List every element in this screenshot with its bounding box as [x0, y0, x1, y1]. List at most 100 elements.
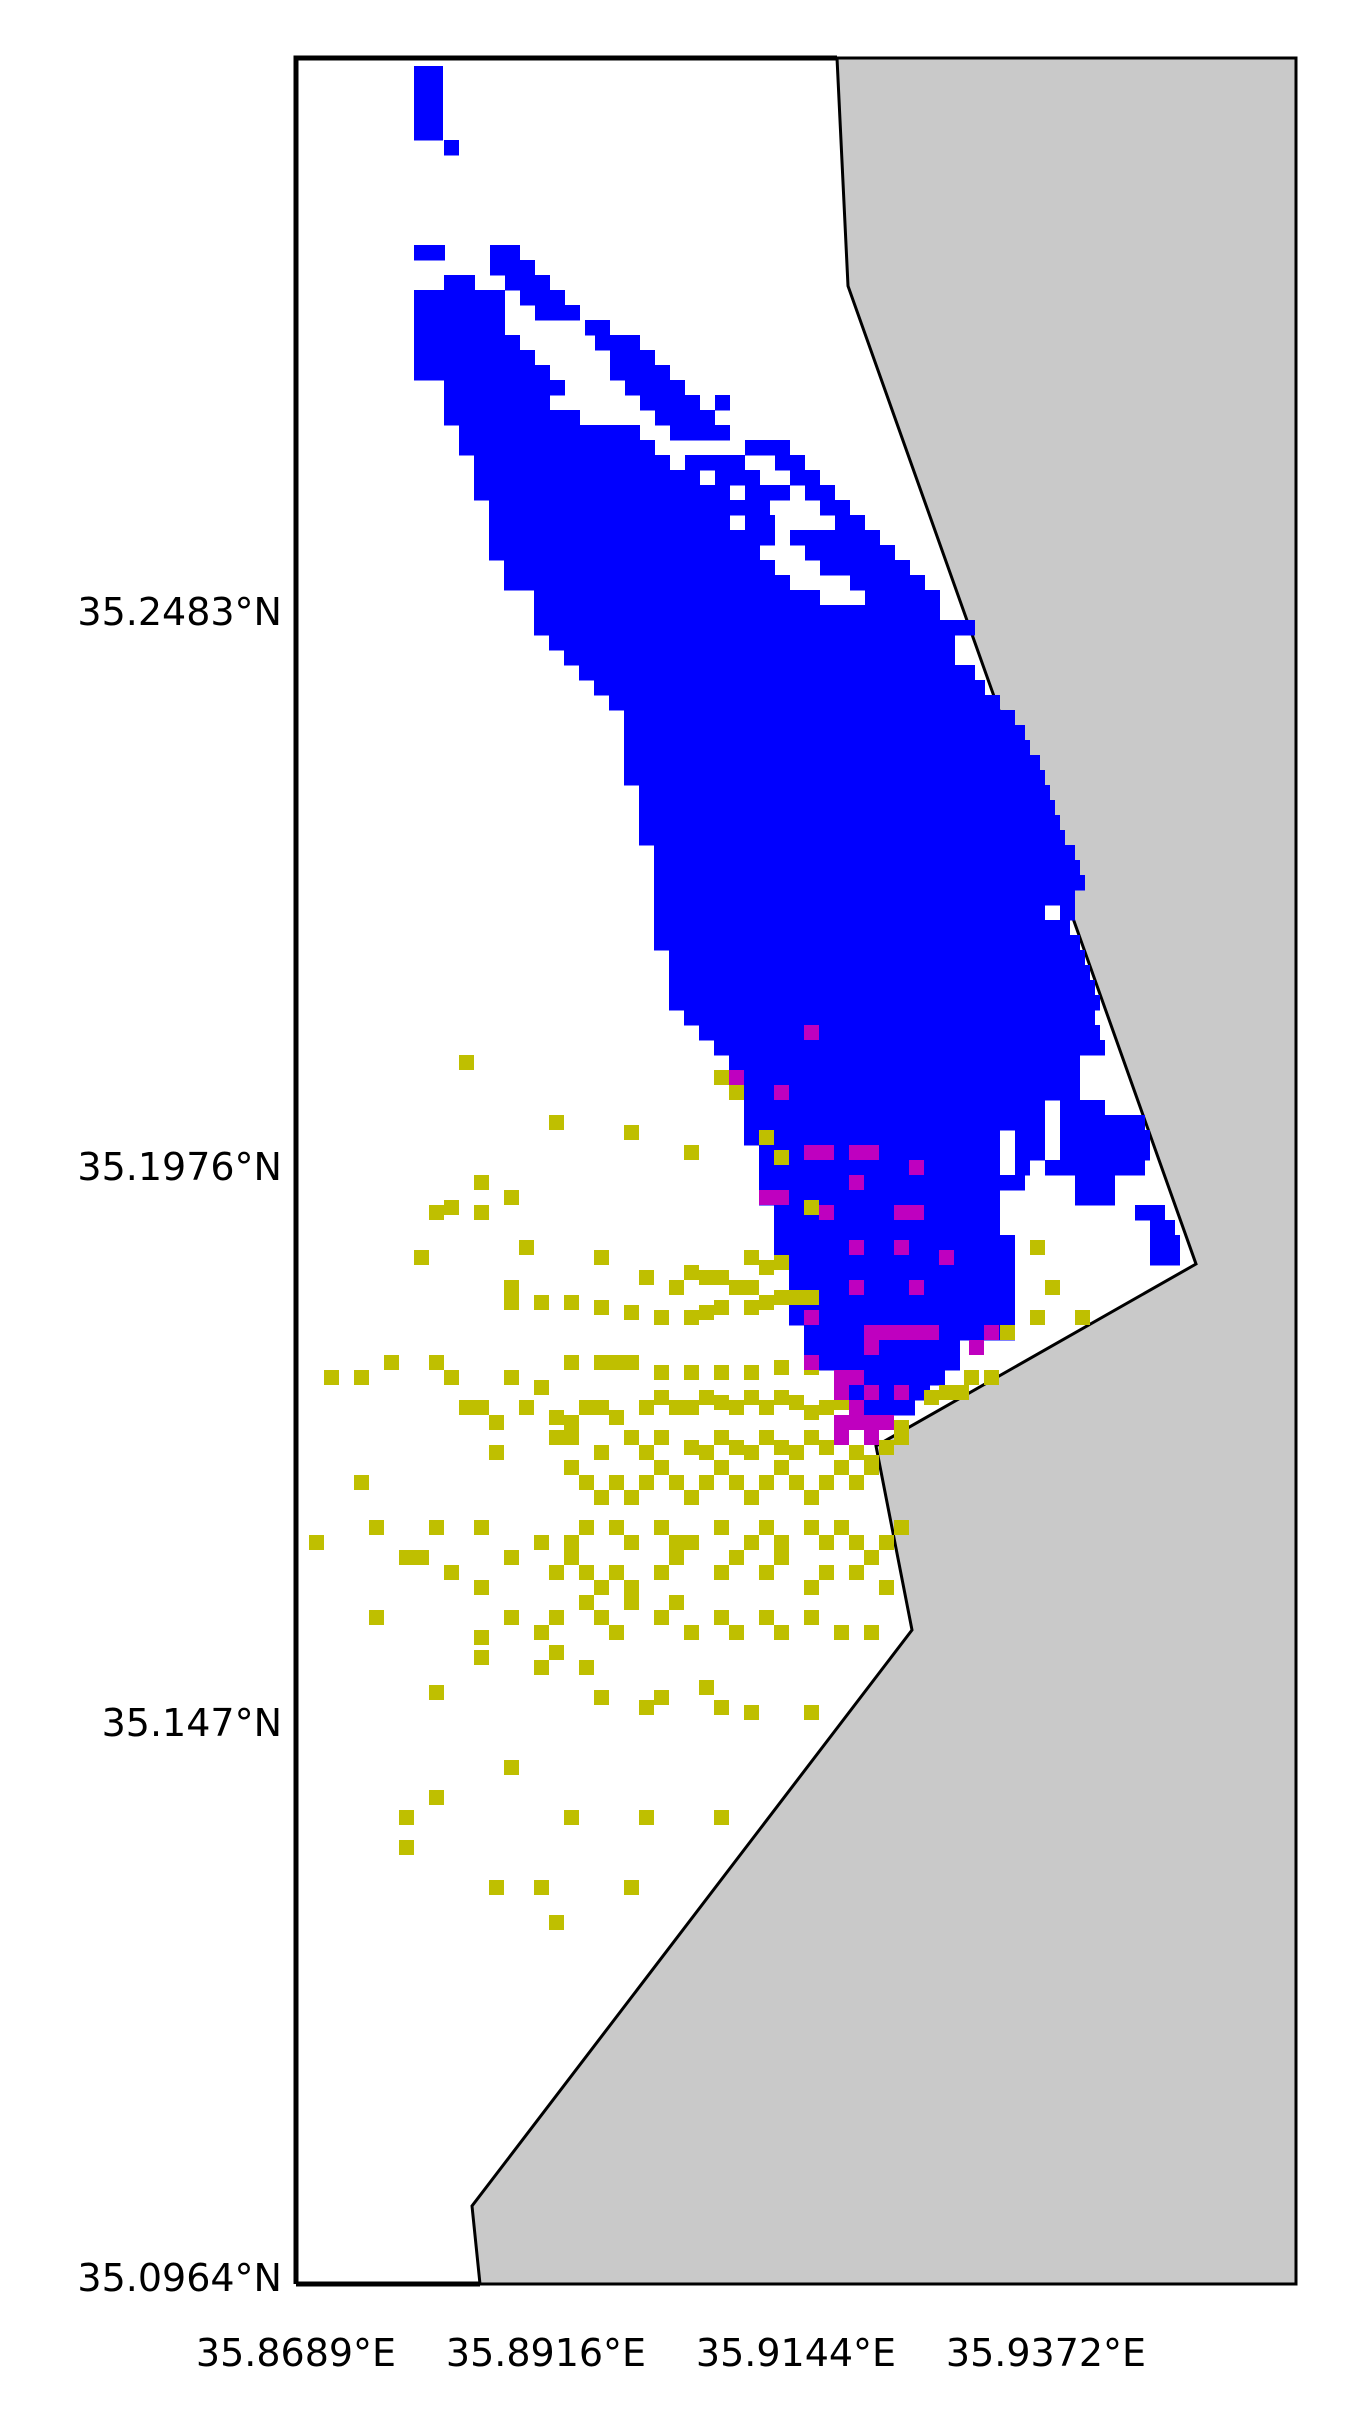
blue-cell-row — [414, 320, 505, 336]
blue-cell-row — [444, 380, 565, 396]
yellow-cell — [804, 1405, 820, 1421]
blue-cell-row — [655, 410, 715, 426]
yellow-cell — [609, 1625, 625, 1641]
yellow-cell — [669, 1550, 685, 1566]
blue-cell-row — [534, 620, 975, 636]
magenta-cell — [804, 1025, 820, 1041]
magenta-cell — [729, 1070, 745, 1086]
yellow-cell — [594, 1250, 610, 1266]
yellow-cell — [594, 1355, 610, 1371]
yellow-cell — [849, 1475, 865, 1491]
blue-cell-row — [414, 95, 443, 111]
yellow-cell — [729, 1280, 745, 1296]
yellow-cell — [774, 1625, 790, 1641]
blue-cell-row — [729, 1055, 1045, 1071]
blue-cell-row — [1045, 1040, 1105, 1056]
yellow-cell — [474, 1630, 490, 1646]
blue-cell-row — [745, 515, 775, 531]
yellow-cell — [834, 1460, 850, 1476]
magenta-cell — [804, 1355, 820, 1371]
yellow-cell — [504, 1370, 520, 1386]
blue-cell-row — [595, 335, 640, 351]
yellow-cell — [879, 1440, 895, 1456]
blue-cell-row — [654, 860, 1080, 876]
yellow-cell — [399, 1840, 415, 1856]
yellow-cell — [639, 1400, 655, 1416]
yellow-cell — [894, 1430, 910, 1446]
yellow-cell — [504, 1550, 520, 1566]
blue-cell-row — [444, 410, 580, 426]
yellow-cell — [369, 1520, 385, 1536]
yellow-cell — [669, 1595, 685, 1611]
yellow-cell — [819, 1475, 835, 1491]
magenta-cell — [909, 1160, 925, 1176]
yellow-cell — [714, 1460, 730, 1476]
blue-cell-row — [489, 530, 775, 546]
blue-cell-row — [624, 770, 1045, 786]
blue-cell-row — [744, 1085, 1045, 1101]
blue-cell-row — [489, 515, 730, 531]
blue-cell-row — [789, 1265, 1015, 1281]
blue-cell-row — [474, 455, 670, 471]
yellow-cell — [609, 1355, 625, 1371]
blue-cell-row — [804, 1355, 960, 1371]
blue-cell-row — [549, 635, 955, 651]
blue-cell-row — [1045, 995, 1100, 1011]
yellow-cell — [789, 1445, 805, 1461]
magenta-cell — [864, 1340, 880, 1356]
magenta-cell — [864, 1325, 880, 1341]
blue-cell-row — [865, 590, 940, 606]
blue-cell-row — [744, 1100, 1045, 1116]
yellow-cell — [474, 1650, 490, 1666]
yellow-cell — [774, 1290, 790, 1306]
yellow-cell — [549, 1565, 565, 1581]
blue-cell-row — [520, 290, 565, 306]
x-tick-label: 35.9372°E — [946, 2331, 1146, 2375]
yellow-cell — [864, 1625, 880, 1641]
blue-cell-row — [759, 1145, 1000, 1161]
yellow-cell — [684, 1490, 700, 1506]
blue-cell-row — [1045, 965, 1090, 981]
yellow-cell — [714, 1270, 730, 1286]
blue-cell-row — [759, 1160, 1000, 1176]
x-tick-label: 35.8689°E — [196, 2331, 396, 2375]
yellow-cell — [624, 1535, 640, 1551]
blue-cell-row — [1135, 1205, 1165, 1221]
yellow-cell — [624, 1305, 640, 1321]
yellow-cell — [624, 1125, 640, 1141]
magenta-cell — [864, 1415, 880, 1431]
yellow-cell — [849, 1565, 865, 1581]
blue-cell-row — [639, 785, 1050, 801]
magenta-cell — [834, 1430, 850, 1446]
yellow-cell — [804, 1290, 820, 1306]
magenta-cell — [864, 1385, 880, 1401]
yellow-cell — [399, 1550, 415, 1566]
blue-cell-row — [744, 1130, 1000, 1146]
yellow-cell — [474, 1205, 490, 1221]
yellow-cell — [954, 1385, 970, 1401]
yellow-cell — [474, 1175, 490, 1191]
magenta-cell — [924, 1325, 940, 1341]
blue-cell-row — [1045, 1160, 1145, 1176]
yellow-cell — [534, 1295, 550, 1311]
magenta-cell — [819, 1205, 835, 1221]
blue-cell-row — [594, 680, 985, 696]
yellow-cell — [729, 1085, 745, 1101]
magenta-cell — [894, 1325, 910, 1341]
magenta-cell — [849, 1175, 865, 1191]
yellow-cell — [474, 1520, 490, 1536]
magenta-cell — [939, 1250, 955, 1266]
blue-cell-row — [805, 485, 835, 501]
yellow-cell — [894, 1520, 910, 1536]
yellow-cell — [564, 1535, 580, 1551]
yellow-cell — [654, 1610, 670, 1626]
yellow-cell — [744, 1705, 760, 1721]
yellow-cell — [774, 1535, 790, 1551]
yellow-cell — [594, 1580, 610, 1596]
yellow-cell — [549, 1915, 565, 1931]
yellow-cell — [699, 1475, 715, 1491]
blue-cell-row — [534, 605, 940, 621]
yellow-cell — [429, 1205, 445, 1221]
yellow-cell — [804, 1430, 820, 1446]
magenta-cell — [804, 1145, 820, 1161]
